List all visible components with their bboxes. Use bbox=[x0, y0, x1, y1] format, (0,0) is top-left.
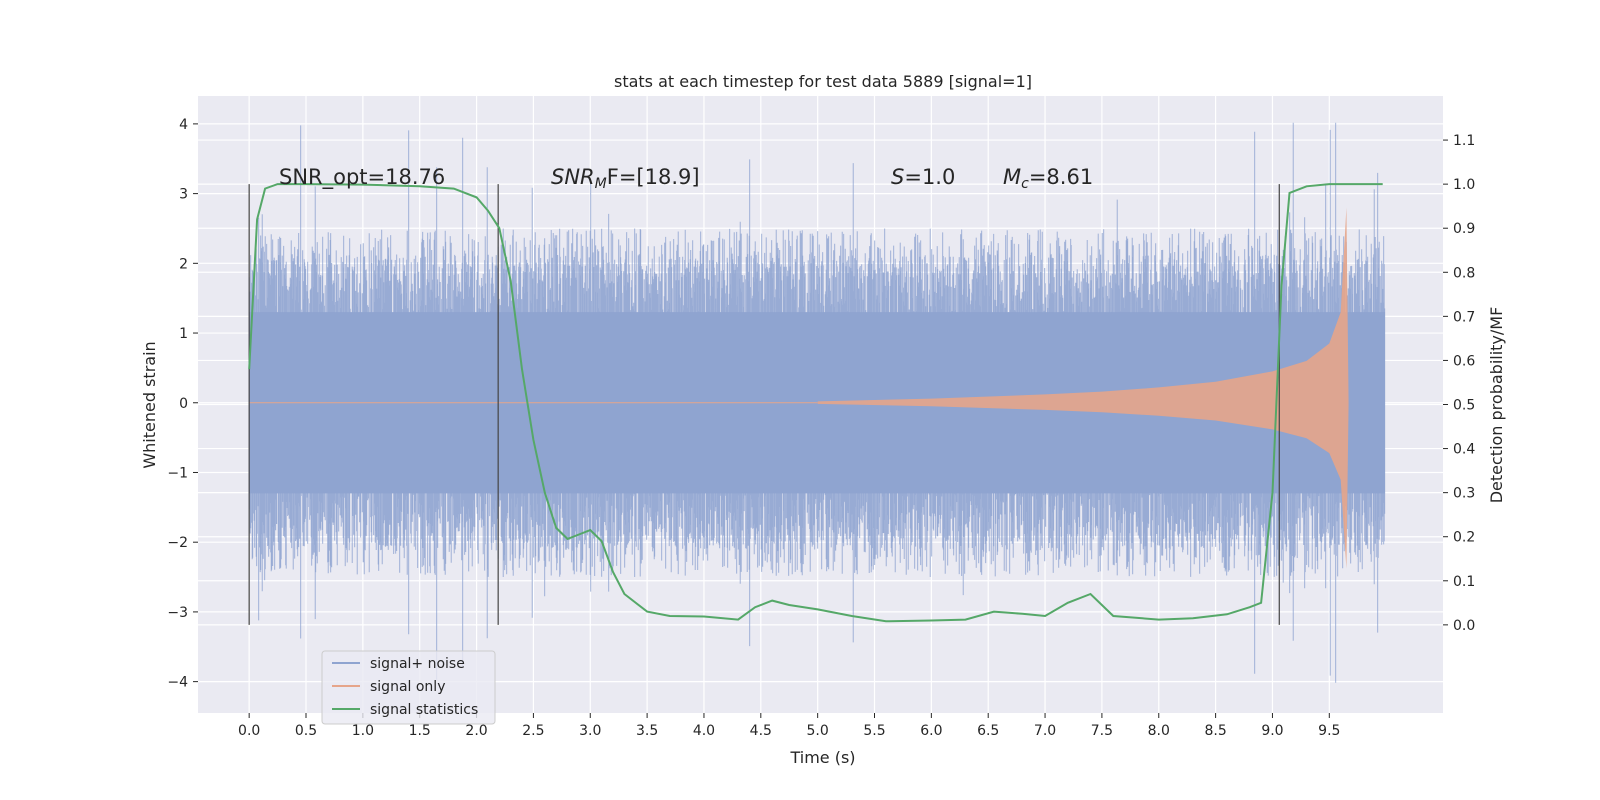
x-tick-label: 2.0 bbox=[465, 723, 487, 739]
x-tick-label: 7.0 bbox=[1034, 723, 1056, 739]
x-tick-label: 7.5 bbox=[1091, 723, 1113, 739]
y-axis-label: Whitened strain bbox=[140, 341, 159, 468]
x-tick-label: 6.5 bbox=[977, 723, 999, 739]
annotation-snr-mf: SNRMF=[18.9] bbox=[551, 165, 700, 192]
legend-label-noise: signal+ noise bbox=[370, 656, 465, 672]
annotation-mc: Mc=8.61 bbox=[1003, 165, 1093, 192]
annotation-mc-sub: c bbox=[1021, 176, 1029, 192]
x-tick-label: 0.5 bbox=[295, 723, 317, 739]
x-tick-label: 5.0 bbox=[807, 723, 829, 739]
x-tick-label: 5.5 bbox=[863, 723, 885, 739]
legend: signal+ noise signal only signal statist… bbox=[321, 650, 496, 725]
annotation-mc-prefix: M bbox=[1003, 165, 1021, 189]
y2-tick-label: 0.7 bbox=[1453, 309, 1475, 325]
y2-tick-label: 0.8 bbox=[1453, 265, 1475, 281]
y-tick-label: −3 bbox=[167, 605, 188, 621]
y2-tick-label: 1.0 bbox=[1453, 177, 1475, 193]
annotation-snr-mf-prefix: SNR bbox=[551, 165, 595, 189]
x-tick-label: 2.5 bbox=[522, 723, 544, 739]
chart-title: stats at each timestep for test data 588… bbox=[614, 72, 1032, 91]
annotation-mc-suffix: =8.61 bbox=[1029, 165, 1093, 189]
y-tick-label: −2 bbox=[167, 535, 188, 551]
y2-tick-label: 0.1 bbox=[1453, 574, 1475, 590]
legend-box bbox=[321, 650, 496, 725]
y-tick-label: −1 bbox=[167, 465, 188, 481]
y-tick-label: 2 bbox=[179, 256, 188, 272]
legend-label-stats: signal statistics bbox=[370, 702, 478, 718]
annotation-s-prefix: S bbox=[891, 165, 904, 189]
y2-tick-label: 0.9 bbox=[1453, 221, 1475, 237]
signal-series bbox=[249, 207, 1349, 569]
x-tick-label: 0.0 bbox=[238, 723, 260, 739]
x-tick-label: 4.0 bbox=[693, 723, 715, 739]
x-axis-label: Time (s) bbox=[789, 748, 855, 767]
x-tick-label: 8.5 bbox=[1204, 723, 1226, 739]
x-tick-label: 9.5 bbox=[1318, 723, 1340, 739]
x-tick-label: 6.0 bbox=[920, 723, 942, 739]
x-tick-label: 3.5 bbox=[636, 723, 658, 739]
y-tick-label: 3 bbox=[179, 187, 188, 203]
y-tick-label: 1 bbox=[179, 326, 188, 342]
y2-tick-label: 0.2 bbox=[1453, 530, 1475, 546]
annotation-s-suffix: =1.0 bbox=[904, 165, 955, 189]
y-tick-label: 0 bbox=[179, 396, 188, 412]
x-tick-label: 1.0 bbox=[352, 723, 374, 739]
y-tick-label: −4 bbox=[167, 675, 188, 691]
x-tick-label: 8.0 bbox=[1148, 723, 1170, 739]
y2-tick-label: 1.1 bbox=[1453, 133, 1475, 149]
y2-tick-label: 0.6 bbox=[1453, 353, 1475, 369]
stats-series bbox=[248, 183, 1383, 623]
y2-tick-label: 0.0 bbox=[1453, 618, 1475, 634]
y2-tick-label: 0.5 bbox=[1453, 398, 1475, 414]
annotation-snr-mf-sub: M bbox=[595, 176, 607, 192]
x-tick-label: 3.0 bbox=[579, 723, 601, 739]
annotation-snr-mf-suffix: F=[18.9] bbox=[607, 165, 700, 189]
x-tick-label: 1.5 bbox=[409, 723, 431, 739]
vertical-markers bbox=[248, 184, 1280, 625]
legend-label-signal: signal only bbox=[370, 679, 445, 695]
stats-line bbox=[248, 183, 1383, 623]
annotation-snr-opt: SNR_opt=18.76 bbox=[279, 165, 445, 190]
annotation-s: S=1.0 bbox=[891, 165, 955, 189]
ticks: 0.0 0.5 1.0 1.5 2.0 2.5 3.0 3.5 4.0 4.5 5.0 5.5 6.0 6… bbox=[167, 117, 1475, 739]
x-tick-label: 4.5 bbox=[750, 723, 772, 739]
signal-envelope bbox=[817, 207, 1349, 569]
x-tick-label: 9.0 bbox=[1261, 723, 1283, 739]
y2-tick-label: 0.4 bbox=[1453, 442, 1475, 458]
y2-axis-label: Detection probability/MF bbox=[1487, 307, 1506, 504]
y2-tick-label: 0.3 bbox=[1453, 486, 1475, 502]
y-tick-label: 4 bbox=[179, 117, 188, 133]
